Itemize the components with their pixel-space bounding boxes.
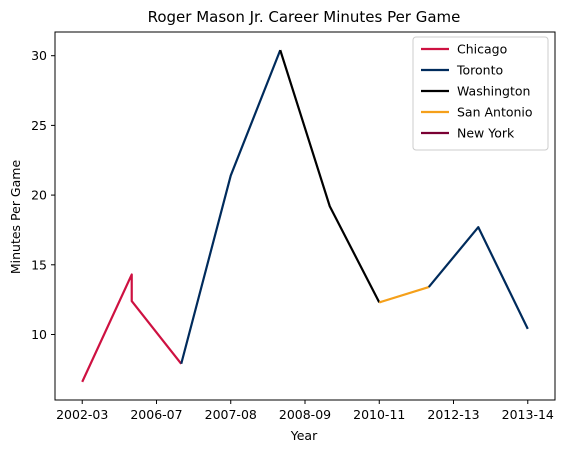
legend-box [412, 36, 549, 151]
x-tick-label: 2012-13 [427, 407, 479, 422]
y-tick-label: 25 [31, 118, 47, 133]
y-axis-label: Minutes Per Game [8, 160, 23, 275]
y-tick-label: 30 [31, 48, 47, 63]
series-line-chicago-0 [81, 273, 183, 383]
y-tick-label: 20 [31, 188, 47, 203]
x-tick-label: 2008-09 [279, 407, 331, 422]
x-tick-label: 2007-08 [205, 407, 257, 422]
x-axis-label: Year [290, 428, 318, 443]
x-tick-label: 2010-11 [353, 407, 405, 422]
legend-label: San Antonio [457, 105, 533, 120]
legend-label: Toronto [456, 63, 503, 78]
series-line-san-antonio-3 [378, 286, 430, 304]
series-line-toronto-5 [427, 226, 529, 330]
plot-area: 10 15 20 25 30 2002-03 2006-07 2007-08 2008-09 20… [31, 31, 556, 422]
x-tick-label: 2002-03 [56, 407, 108, 422]
chart-title: Roger Mason Jr. Career Minutes Per Game [148, 8, 461, 26]
x-tick-label: 2006-07 [130, 407, 182, 422]
legend-label: Chicago [457, 42, 507, 57]
y-tick-label: 15 [31, 257, 47, 272]
legend-label: Washington [457, 84, 530, 99]
y-tick-label: 10 [31, 327, 47, 342]
legend: Chicago Toronto Washington San Antonio New Y… [412, 36, 549, 151]
series-line-toronto-1 [180, 49, 282, 365]
legend-label: New York [457, 126, 515, 141]
x-tick-label: 2013-14 [502, 407, 554, 422]
series-line-washington-2 [279, 49, 381, 303]
